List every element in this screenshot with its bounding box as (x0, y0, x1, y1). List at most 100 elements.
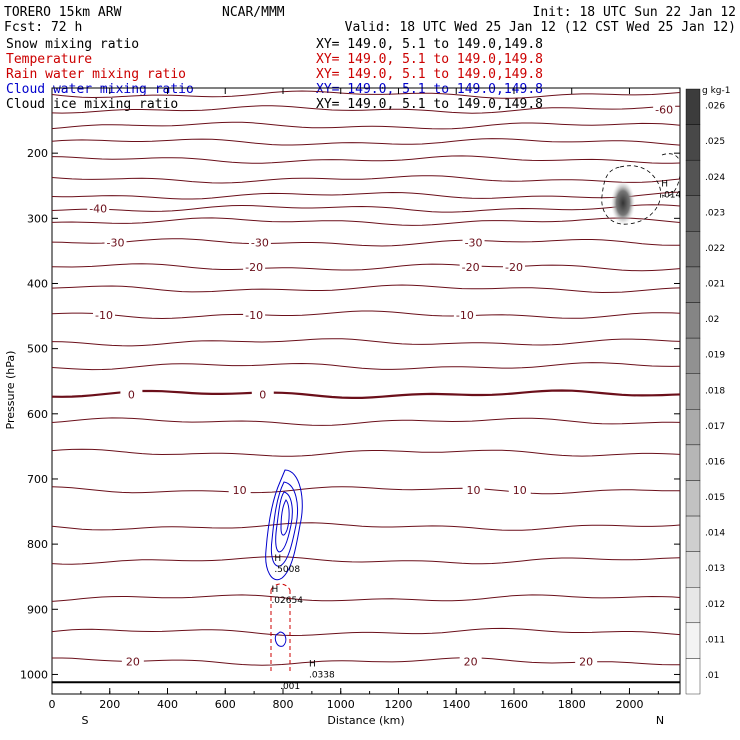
isotherm-label: -10 (95, 309, 113, 322)
isotherm (52, 175, 680, 184)
colorbar-cell (685, 658, 701, 695)
cloud-ice-contour-2 (661, 153, 680, 197)
label-bg (575, 655, 598, 667)
x-tick-label: 1000 (327, 698, 355, 711)
colorbar-cell (685, 266, 701, 303)
x-tick-label: 400 (157, 698, 178, 711)
isotherm (52, 238, 680, 247)
colorbar-cell (685, 337, 701, 374)
y-tick-label: 1000 (20, 668, 48, 681)
label-bg (87, 202, 110, 214)
isotherm (52, 284, 680, 294)
colorbar-cell (685, 551, 701, 588)
field-xy: XY= 149.0, 5.1 to 149.0,149.8 (316, 67, 543, 82)
y-tick-label: 700 (27, 473, 48, 486)
isotherm (52, 522, 680, 531)
isotherm (52, 448, 680, 457)
x-tick-label: 800 (272, 698, 293, 711)
isotherm-label: 0 (128, 388, 135, 401)
max-value: .02654 (271, 596, 303, 606)
label-bg (120, 388, 143, 400)
label-bg (453, 308, 476, 320)
label-bg (251, 388, 274, 400)
isotherm (52, 90, 680, 99)
cloud-water-contour-2 (270, 481, 298, 567)
colorbar-label: .014 (705, 529, 725, 539)
field-name: Snow mixing ratio (6, 37, 139, 52)
south-label: S (82, 714, 89, 727)
colorbar-label: .02 (705, 315, 719, 325)
colorbar-label: .021 (705, 280, 725, 290)
max-marker: H (274, 554, 281, 564)
max-value: .0142 (661, 190, 687, 200)
isotherm (52, 105, 680, 114)
colorbar-cell (685, 124, 701, 161)
model-title: TORERO 15km ARW (4, 5, 122, 20)
x-tick-label: 1200 (384, 698, 412, 711)
colorbar-label: .026 (705, 102, 725, 112)
isotherm (52, 627, 680, 637)
cloud-water-contour-3 (275, 491, 293, 553)
isotherm-label: 20 (579, 655, 593, 668)
colorbar-label: .017 (705, 422, 725, 432)
x-tick-label: 1800 (558, 698, 586, 711)
colorbar-cell (685, 409, 701, 446)
colorbar-cell (685, 231, 701, 268)
label-bg (92, 308, 115, 320)
isotherm (52, 389, 680, 399)
y-axis-label: Pressure (hPa) (4, 351, 17, 430)
colorbar-unit: g kg-1 (702, 86, 730, 96)
label-bg (462, 484, 485, 496)
org-label: NCAR/MMM (222, 5, 285, 20)
x-tick-label: 1400 (442, 698, 470, 711)
isotherm-label: -30 (107, 236, 125, 249)
label-bg (243, 261, 266, 273)
cloud-water-contour-1 (265, 469, 303, 581)
isotherm-label: -10 (245, 309, 263, 322)
colorbar-label: .012 (705, 600, 725, 610)
isotherm-label: 10 (513, 484, 527, 497)
x-tick-label: 2000 (615, 698, 643, 711)
y-tick-label: 800 (27, 538, 48, 551)
colorbar-cell (685, 373, 701, 410)
max-value: .001 (280, 682, 300, 692)
isotherm (52, 191, 680, 200)
axes: 0 200 400 600 800 1000 1200 1400 1600 1800 2000200… (20, 88, 680, 711)
isotherm (52, 310, 680, 320)
label-bg (502, 261, 525, 273)
isotherm-label: -30 (251, 236, 269, 249)
y-tick-label: 500 (27, 343, 48, 356)
isotherm-label: 10 (467, 484, 481, 497)
field-legend: Snow mixing ratio XY= 149.0, 5.1 to 149.0… (6, 37, 543, 112)
label-bg (459, 655, 482, 667)
x-tick-label: 600 (215, 698, 236, 711)
field-xy: XY= 149.0, 5.1 to 149.0,149.8 (316, 82, 543, 97)
isotherm (52, 155, 680, 164)
isotherm-label: -10 (456, 309, 474, 322)
y-tick-label: 200 (27, 147, 48, 160)
label-bg (228, 484, 251, 496)
field-name: Temperature (6, 52, 92, 67)
cloud-water-contour-4 (280, 499, 290, 536)
field-xy: XY= 149.0, 5.1 to 149.0,149.8 (316, 97, 543, 112)
field-xy: XY= 149.0, 5.1 to 149.0,149.8 (316, 52, 543, 67)
isotherm (52, 417, 680, 426)
isotherm-label: -60 (655, 104, 673, 117)
y-tick-label: 900 (27, 603, 48, 616)
colorbar-label: .016 (705, 457, 725, 467)
colorbar-cell (685, 444, 701, 481)
x-axis-label: Distance (km) (327, 714, 404, 727)
colorbar: .026 .025 .024 .023 .022 .021 .02 .019 .018 .017.… (685, 86, 730, 695)
max-marker: H (661, 179, 668, 189)
max-marker: H (271, 585, 278, 595)
x-tick-label: 200 (99, 698, 120, 711)
y-tick-label: 300 (27, 212, 48, 225)
colorbar-label: .025 (705, 137, 725, 147)
isotherm-label: -20 (245, 261, 263, 274)
max-value: .0338 (309, 671, 335, 681)
label-bg (104, 236, 127, 248)
forecast-hour: Fcst: 72 h (4, 20, 82, 35)
field-name: Cloud water mixing ratio (6, 82, 194, 97)
